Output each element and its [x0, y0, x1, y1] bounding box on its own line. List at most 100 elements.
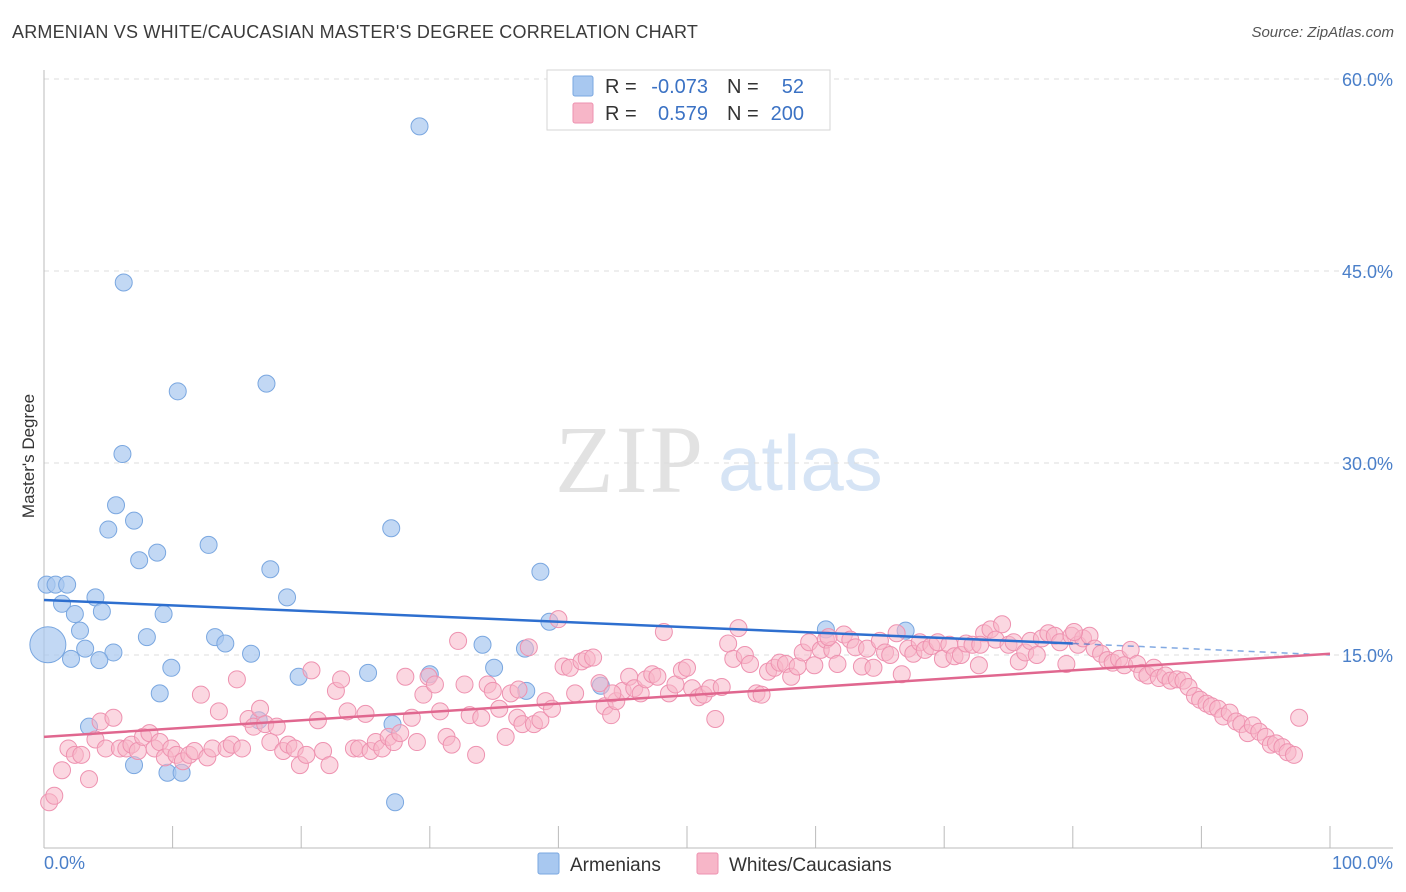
white-point	[509, 680, 528, 699]
bottom-legend-label-whites: Whites/Caucasians	[729, 855, 892, 876]
white-point	[391, 724, 410, 743]
white-point	[1027, 646, 1046, 664]
trend-lines	[43, 598, 1331, 739]
armenian-point	[29, 626, 67, 664]
y-tick-labels: 15.0% 30.0% 45.0% 60.0%	[1342, 70, 1393, 666]
white-point	[566, 684, 585, 703]
x-tick-label-min: 0.0%	[44, 853, 85, 873]
white-point	[648, 667, 667, 686]
y-tick-label-60: 60.0%	[1342, 70, 1393, 90]
y-tick-label-45: 45.0%	[1342, 262, 1393, 282]
bottom-legend-label-armenians: Armenians	[570, 855, 661, 876]
white-point	[741, 654, 760, 673]
white-point	[45, 786, 64, 805]
white-point	[209, 702, 228, 721]
white-point	[1290, 708, 1309, 727]
white-point	[584, 648, 603, 667]
armenian-point	[199, 535, 218, 554]
armenian-point	[278, 588, 297, 607]
white-point	[332, 670, 351, 689]
white-point	[678, 658, 696, 677]
white-point	[302, 661, 321, 680]
armenian-point	[104, 643, 123, 662]
white-point	[261, 733, 280, 752]
white-point	[297, 745, 316, 764]
armenian-point	[76, 639, 95, 658]
white-point	[496, 727, 515, 746]
data-points	[29, 117, 1309, 812]
legend-n-label-armenians: N =	[727, 76, 759, 98]
white-point	[53, 761, 72, 780]
white-point	[819, 628, 838, 647]
trend-line-whites	[43, 652, 1331, 739]
white-point	[828, 654, 847, 673]
white-point	[864, 658, 883, 677]
white-point	[72, 745, 91, 764]
armenian-point	[107, 496, 126, 515]
armenian-point	[154, 605, 173, 624]
white-point	[455, 675, 474, 694]
white-point	[549, 610, 568, 629]
white-point	[425, 675, 444, 694]
white-point	[531, 711, 550, 730]
armenian-point	[216, 634, 235, 653]
white-point	[356, 704, 375, 723]
white-point	[805, 656, 824, 675]
white-point	[993, 615, 1012, 634]
legend-r-value-whites: 0.579	[658, 103, 708, 125]
legend-n-value-armenians: 52	[782, 76, 804, 98]
white-point	[233, 739, 252, 758]
legend-n-value-whites: 200	[771, 103, 804, 125]
armenian-point	[382, 519, 401, 538]
x-tick-label-max: 100.0%	[1332, 853, 1393, 873]
armenian-point	[150, 684, 169, 703]
legend-r-label-whites: R =	[605, 103, 637, 125]
armenian-point	[257, 374, 276, 393]
legend-box	[546, 69, 831, 131]
armenian-point	[473, 635, 492, 654]
white-point	[590, 674, 609, 693]
armenian-point	[92, 602, 111, 621]
armenian-point	[114, 273, 133, 292]
white-point	[407, 733, 426, 752]
armenian-point	[130, 551, 149, 570]
legend-swatch-armenians	[572, 75, 594, 97]
armenian-point	[125, 511, 144, 530]
white-point	[396, 667, 415, 686]
white-point	[1057, 654, 1076, 673]
white-point	[442, 735, 461, 754]
white-point	[881, 646, 900, 664]
axes	[43, 70, 1393, 849]
white-point	[712, 678, 731, 696]
legend-top: R = -0.073 N = 52 R = 0.579 N = 200	[546, 69, 831, 131]
armenian-point	[168, 382, 187, 401]
armenian-point	[71, 621, 90, 640]
white-point	[1284, 745, 1303, 764]
white-point	[320, 756, 339, 775]
armenian-point	[99, 520, 118, 539]
watermark: ZIP atlas	[555, 406, 883, 513]
armenian-point	[137, 628, 156, 647]
armenian-point	[162, 658, 181, 677]
white-point	[449, 631, 468, 650]
armenian-point	[261, 560, 280, 579]
white-point	[251, 699, 270, 718]
white-point	[706, 710, 725, 728]
white-point	[887, 624, 906, 643]
legend-r-label-armenians: R =	[605, 76, 637, 98]
grid-lines	[44, 78, 1393, 656]
armenian-point	[65, 605, 84, 624]
white-point	[467, 745, 486, 764]
white-point	[654, 622, 673, 641]
white-point	[338, 702, 357, 721]
armenian-point	[62, 649, 81, 668]
white-point	[719, 634, 738, 653]
legend-n-label-whites: N =	[727, 103, 759, 125]
white-point	[519, 638, 538, 657]
legend-bottom: Armenians Whites/Caucasians	[537, 852, 892, 876]
y-tick-label-30: 30.0%	[1342, 454, 1393, 474]
white-point	[414, 685, 433, 704]
armenian-point	[148, 543, 167, 562]
white-point	[191, 685, 210, 704]
